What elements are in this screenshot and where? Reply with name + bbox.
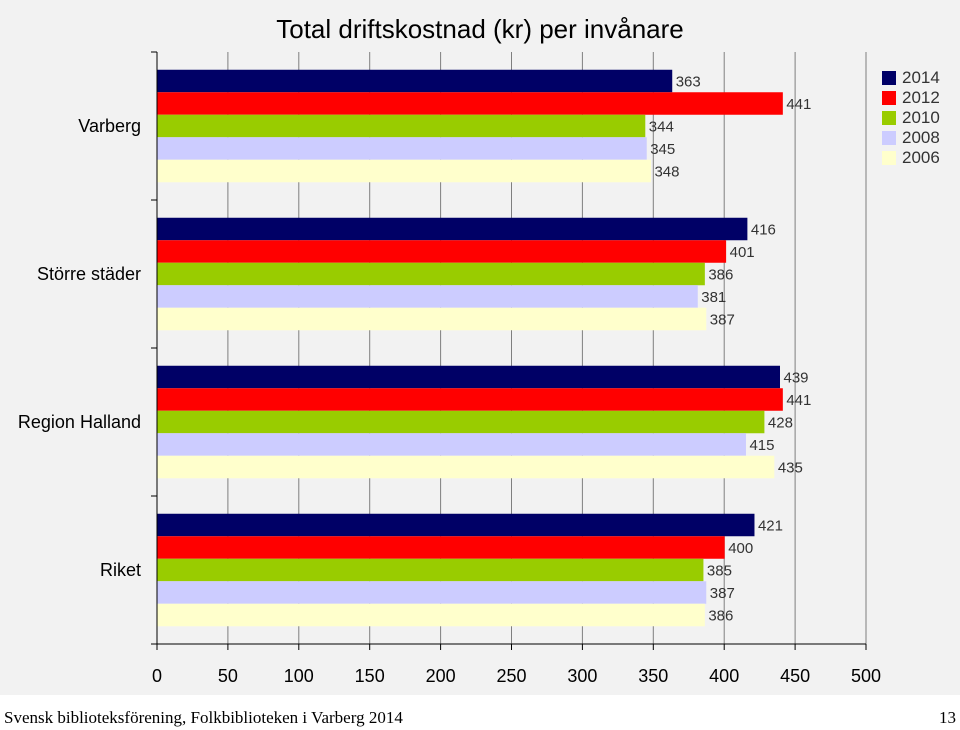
- bar-2008: [157, 581, 707, 604]
- data-label: 381: [701, 289, 726, 306]
- bar-2014: [157, 217, 748, 241]
- bar-2006: [157, 307, 707, 331]
- bar-2012: [157, 240, 727, 263]
- data-label: 363: [676, 74, 701, 91]
- data-label: 428: [768, 415, 793, 432]
- legend-item: 2008: [882, 128, 940, 148]
- data-label: 387: [710, 585, 735, 602]
- legend-label: 2006: [902, 148, 940, 167]
- data-label: 345: [650, 141, 675, 158]
- bar-2014: [157, 365, 781, 389]
- legend-swatch: [882, 151, 896, 165]
- legend-item: 2014: [882, 68, 940, 88]
- x-tick-label: 350: [638, 666, 668, 686]
- footer-source: Svensk biblioteksförening, Folkbibliotek…: [4, 708, 403, 727]
- bar-2010: [157, 558, 704, 582]
- legend-swatch: [882, 131, 896, 145]
- bar-2008: [157, 137, 647, 160]
- data-label: 385: [707, 563, 732, 580]
- data-label: 386: [708, 608, 733, 625]
- page-number: 13: [939, 708, 956, 727]
- x-tick-label: 0: [152, 666, 162, 686]
- bar-2006: [157, 603, 705, 627]
- legend-item: 2010: [882, 108, 940, 128]
- data-label: 386: [708, 267, 733, 284]
- x-tick-label: 450: [780, 666, 810, 686]
- bar-2006: [157, 159, 651, 183]
- chart-area: Total driftskostnad (kr) per invånare 0 5…: [0, 0, 960, 695]
- legend-item: 2006: [882, 148, 940, 168]
- x-tick-label: 50: [218, 666, 238, 686]
- chart-title: Total driftskostnad (kr) per invånare: [276, 14, 684, 44]
- bar-2012: [157, 536, 725, 559]
- x-tick-label: 100: [284, 666, 314, 686]
- data-label: 344: [649, 119, 674, 136]
- bar-2012: [157, 92, 783, 115]
- data-label: 441: [786, 96, 811, 113]
- legend-label: 2010: [902, 108, 940, 127]
- category-label: Riket: [100, 560, 141, 580]
- data-label: 401: [730, 244, 755, 261]
- legend-label: 2014: [902, 68, 940, 87]
- data-label: 400: [728, 540, 753, 557]
- legend-swatch: [882, 111, 896, 125]
- bar-2010: [157, 262, 705, 286]
- bar-2010: [157, 410, 765, 434]
- data-label: 439: [784, 370, 809, 387]
- bar-2008: [157, 285, 698, 308]
- chart-legend: 2014 2012 2010 2008 2006: [882, 68, 940, 168]
- bar-2012: [157, 388, 783, 411]
- bar-2014: [157, 69, 673, 93]
- data-label: 441: [786, 392, 811, 409]
- x-tick-label: 500: [851, 666, 881, 686]
- category-label: Region Halland: [18, 412, 141, 432]
- x-tick-label: 200: [426, 666, 456, 686]
- x-tick-label: 300: [567, 666, 597, 686]
- legend-item: 2012: [882, 88, 940, 108]
- data-label: 421: [758, 518, 783, 535]
- category-label: Större städer: [37, 264, 141, 284]
- x-tick-label: 400: [709, 666, 739, 686]
- x-tick-label: 250: [496, 666, 526, 686]
- legend-label: 2012: [902, 88, 940, 107]
- bar-2008: [157, 433, 746, 456]
- legend-swatch: [882, 91, 896, 105]
- bar-2006: [157, 455, 775, 479]
- data-label: 348: [654, 164, 679, 181]
- data-label: 415: [749, 437, 774, 454]
- x-tick-label: 150: [355, 666, 385, 686]
- bar-2014: [157, 513, 755, 537]
- legend-label: 2008: [902, 128, 940, 147]
- chart-plot: 0 50 100 150 200 250 300 350 400 450 500 Varberg 363…: [18, 51, 881, 686]
- category-label: Varberg: [78, 116, 141, 136]
- data-label: 416: [751, 222, 776, 239]
- bar-2010: [157, 114, 646, 138]
- legend-swatch: [882, 71, 896, 85]
- data-label: 387: [710, 312, 735, 329]
- data-label: 435: [778, 460, 803, 477]
